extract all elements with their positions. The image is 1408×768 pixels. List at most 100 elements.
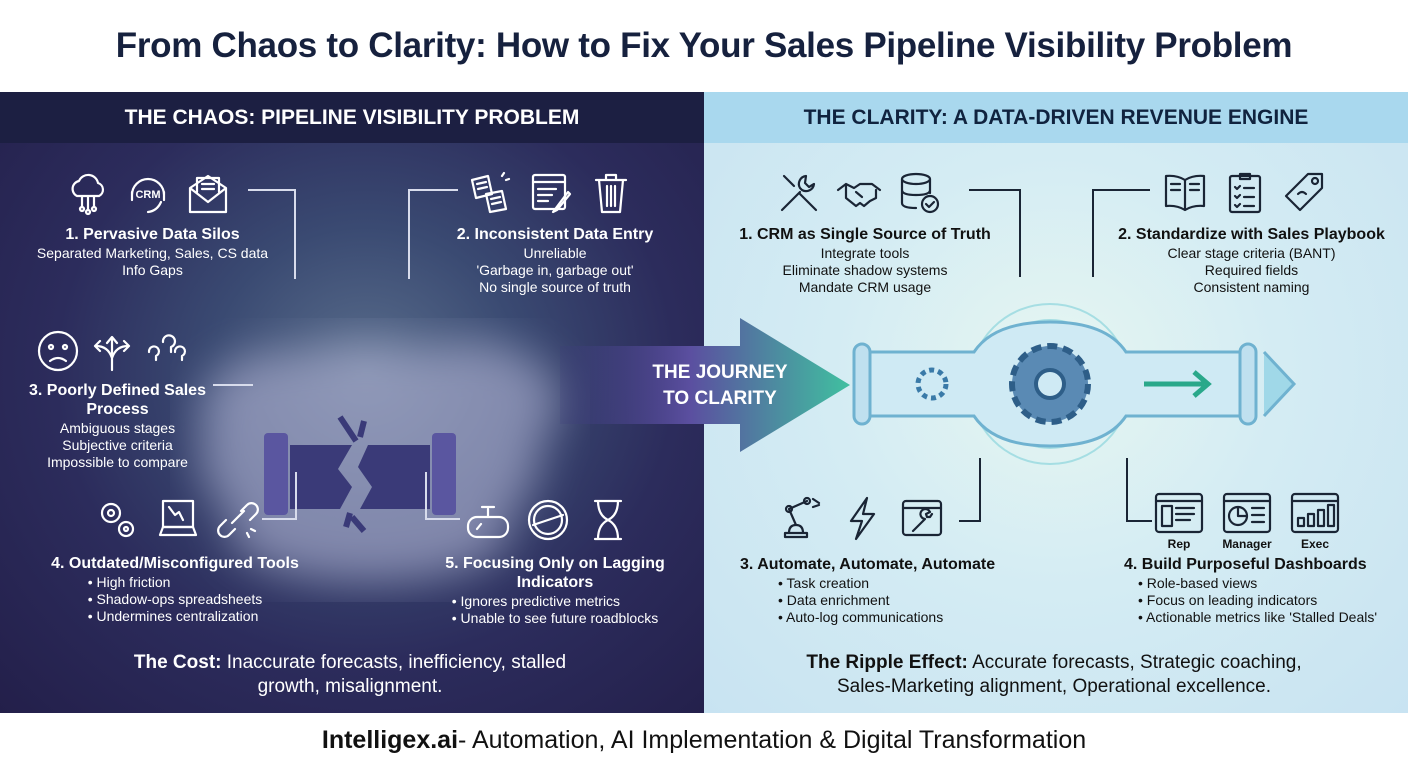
- item-line: Required fields: [1204, 262, 1299, 278]
- clarity-item-automate: 3. Automate, Automate, Automate Task cre…: [736, 555, 1006, 626]
- item-title: 4. Build Purposeful Dashboards: [1124, 556, 1367, 573]
- svg-text:CRM: CRM: [135, 189, 160, 201]
- cloud-network-icon: [71, 173, 105, 216]
- item-line: 'Garbage in, garbage out': [476, 262, 634, 278]
- journey-line: THE JOURNEY: [652, 362, 788, 383]
- rep-dashboard-icon: [1154, 492, 1204, 534]
- bullet-item: Ignores predictive metrics: [452, 593, 658, 610]
- connector-arrow: [262, 472, 297, 520]
- envelope-icon: [188, 174, 228, 214]
- bullet-item: Focus on leading indicators: [1138, 592, 1377, 609]
- item-line: Separated Marketing, Sales, CS data: [36, 245, 269, 261]
- item-title: 5. Focusing Only on Lagging Indicators: [445, 555, 665, 591]
- question-marks-icon: [147, 334, 187, 362]
- bullet-item: Role-based views: [1138, 575, 1377, 592]
- chaos-header: THE CHAOS: PIPELINE VISIBILITY PROBLEM: [0, 92, 704, 143]
- bullet-list: Ignores predictive metrics Unable to see…: [452, 593, 659, 627]
- item-title: 1. CRM as Single Source of Truth: [739, 226, 991, 243]
- bullet-item: Shadow-ops spreadsheets: [88, 591, 263, 608]
- journey-line: TO CLARITY: [663, 388, 777, 409]
- item-line: Ambiguous stages: [59, 420, 176, 436]
- bullet-item: High friction: [88, 574, 263, 591]
- journey-arrow: [560, 318, 850, 452]
- bullet-item: Actionable metrics like 'Stalled Deals': [1138, 609, 1377, 626]
- clarity-item-dashboards: 4. Build Purposeful Dashboards Role-base…: [1124, 555, 1404, 626]
- form-edit-icon: [531, 173, 572, 214]
- chaos-item-inconsistent-entry: 2. Inconsistent Data Entry Unreliable 'G…: [430, 225, 680, 296]
- item-line: Unreliable: [523, 245, 587, 261]
- item-line: Integrate tools: [820, 245, 910, 261]
- chaos-summary: The Cost: Inaccurate forecasts, ineffici…: [110, 651, 590, 699]
- item-line: Mandate CRM usage: [798, 279, 932, 295]
- bullet-item: Unable to see future roadblocks: [452, 610, 659, 627]
- confused-face-icon: [37, 330, 79, 372]
- connector-arrow: [248, 189, 296, 279]
- item-line: No single source of truth: [479, 279, 631, 295]
- handshake-icon: [836, 182, 882, 208]
- manager-dashboard-icon: [1222, 492, 1272, 534]
- item-line: Consistent naming: [1193, 279, 1310, 295]
- dashboard-label: Exec: [1300, 537, 1330, 551]
- broken-computer-icon: [158, 499, 198, 537]
- chaos-item-outdated-tools: 4. Outdated/Misconfigured Tools High fri…: [40, 554, 310, 625]
- browser-wrench-icon: [901, 499, 943, 537]
- dashboard-icons: Rep Manager Exec: [1154, 492, 1340, 551]
- summary-label: The Ripple Effect:: [806, 652, 968, 673]
- data-entry-icons: [468, 170, 634, 216]
- connector-arrow: [213, 384, 253, 386]
- playbook-icons: [1162, 170, 1328, 216]
- footer-brand: Intelligex.ai: [321, 726, 459, 754]
- tools-icons: [95, 497, 261, 543]
- connector-arrow: [959, 458, 981, 522]
- gears-icon: [100, 502, 135, 538]
- database-check-icon: [900, 172, 940, 214]
- tag-icon: [1284, 172, 1324, 212]
- robot-arm-icon: [783, 496, 821, 539]
- chaos-item-lagging-indicators: 5. Focusing Only on Lagging Indicators I…: [430, 554, 680, 627]
- chaos-item-data-silos: 1. Pervasive Data Silos Separated Market…: [20, 225, 285, 279]
- clarity-item-crm: 1. CRM as Single Source of Truth Integra…: [734, 225, 996, 296]
- connector-arrow: [408, 189, 458, 279]
- journey-label: THE JOURNEY TO CLARITY: [620, 360, 820, 412]
- broken-link-icon: [217, 502, 259, 539]
- page-title: From Chaos to Clarity: How to Fix Your S…: [115, 26, 1293, 65]
- item-line: Eliminate shadow systems: [782, 262, 948, 278]
- summary-text: Accurate forecasts, Strategic coaching, …: [836, 652, 1302, 697]
- bullet-item: Data enrichment: [778, 592, 943, 609]
- bullet-item: Auto-log communications: [778, 609, 943, 626]
- trash-icon: [594, 173, 628, 214]
- dashboard-manager: Manager: [1222, 492, 1272, 551]
- clarity-header: THE CLARITY: A DATA-DRIVEN REVENUE ENGIN…: [704, 92, 1408, 143]
- summary-text: Inaccurate forecasts, inefficiency, stal…: [221, 652, 567, 697]
- bullet-list: Role-based views Focus on leading indica…: [1138, 575, 1377, 626]
- dashboard-exec: Exec: [1290, 492, 1340, 551]
- summary-label: The Cost:: [133, 652, 222, 673]
- scattered-documents-icon: [470, 171, 511, 214]
- footer-tagline: - Automation, AI Implementation & Digita…: [458, 726, 1087, 754]
- bullet-item: Task creation: [778, 575, 943, 592]
- item-title: 3. Poorly Defined Sales Process: [29, 382, 206, 418]
- clarity-summary: The Ripple Effect: Accurate forecasts, S…: [799, 651, 1309, 699]
- hourglass-icon: [593, 499, 623, 541]
- revenue-engine-pipe-illustration: [852, 303, 1297, 465]
- stamp-icon: [527, 499, 569, 541]
- item-line: Info Gaps: [122, 262, 183, 278]
- crm-truth-icons: [776, 170, 942, 216]
- lightning-icon: [849, 496, 876, 541]
- item-title: 1. Pervasive Data Silos: [65, 226, 240, 243]
- crm-headset-icon: CRM: [130, 177, 166, 214]
- clarity-item-playbook: 2. Standardize with Sales Playbook Clear…: [1109, 225, 1394, 296]
- connector-arrow: [1092, 189, 1150, 277]
- diverging-arrows-icon: [93, 335, 131, 372]
- connector-arrow: [1126, 458, 1152, 522]
- chaos-item-sales-process: 3. Poorly Defined Sales Process Ambiguou…: [15, 381, 220, 471]
- dashboard-rep: Rep: [1154, 492, 1204, 551]
- automate-icons: [779, 495, 945, 541]
- dashboard-label: Rep: [1167, 537, 1191, 551]
- open-book-icon: [1164, 174, 1206, 212]
- item-line: Clear stage criteria (BANT): [1167, 245, 1336, 261]
- clarity-panel: THE CLARITY: A DATA-DRIVEN REVENUE ENGIN…: [704, 92, 1408, 713]
- exec-dashboard-icon: [1290, 492, 1340, 534]
- connector-arrow: [425, 472, 460, 520]
- dashboard-label: Manager: [1222, 537, 1272, 551]
